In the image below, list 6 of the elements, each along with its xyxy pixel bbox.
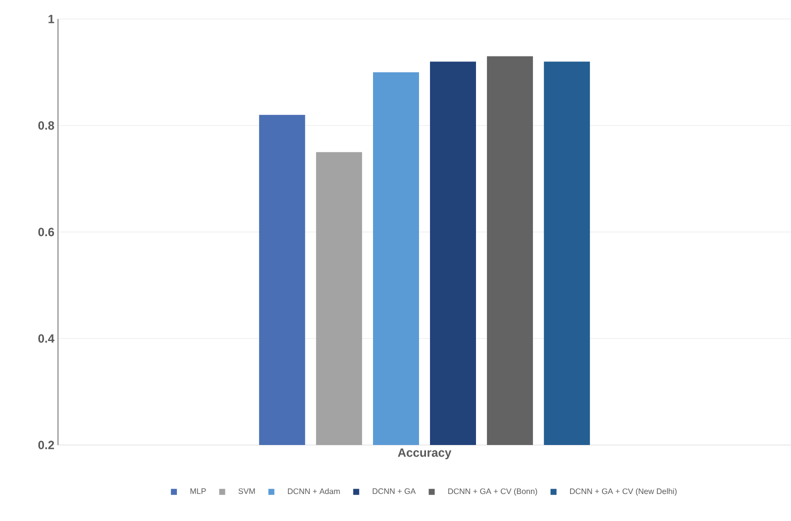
x-tick-label: Accuracy xyxy=(398,448,452,460)
y-tick-label: 0.2 xyxy=(38,440,54,450)
y-tick-label: 0.6 xyxy=(38,228,54,236)
y-tick-label: 0.4 xyxy=(38,334,54,343)
y-tick-label: 1 xyxy=(48,14,54,24)
y-tick-label: 0.8 xyxy=(38,121,54,130)
